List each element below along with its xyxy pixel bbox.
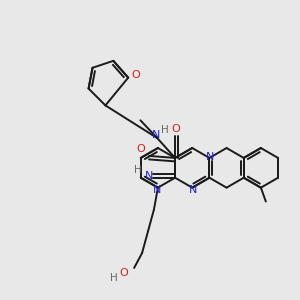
- Text: N: N: [152, 130, 160, 140]
- Text: N: N: [153, 184, 161, 195]
- Text: H: H: [110, 273, 118, 283]
- Text: N: N: [206, 152, 214, 162]
- Text: O: O: [136, 144, 145, 154]
- Text: H: H: [161, 125, 169, 135]
- Text: H: H: [134, 165, 141, 175]
- Text: O: O: [132, 70, 140, 80]
- Text: O: O: [172, 124, 181, 134]
- Text: N: N: [145, 171, 154, 181]
- Text: N: N: [189, 184, 197, 195]
- Text: O: O: [120, 268, 129, 278]
